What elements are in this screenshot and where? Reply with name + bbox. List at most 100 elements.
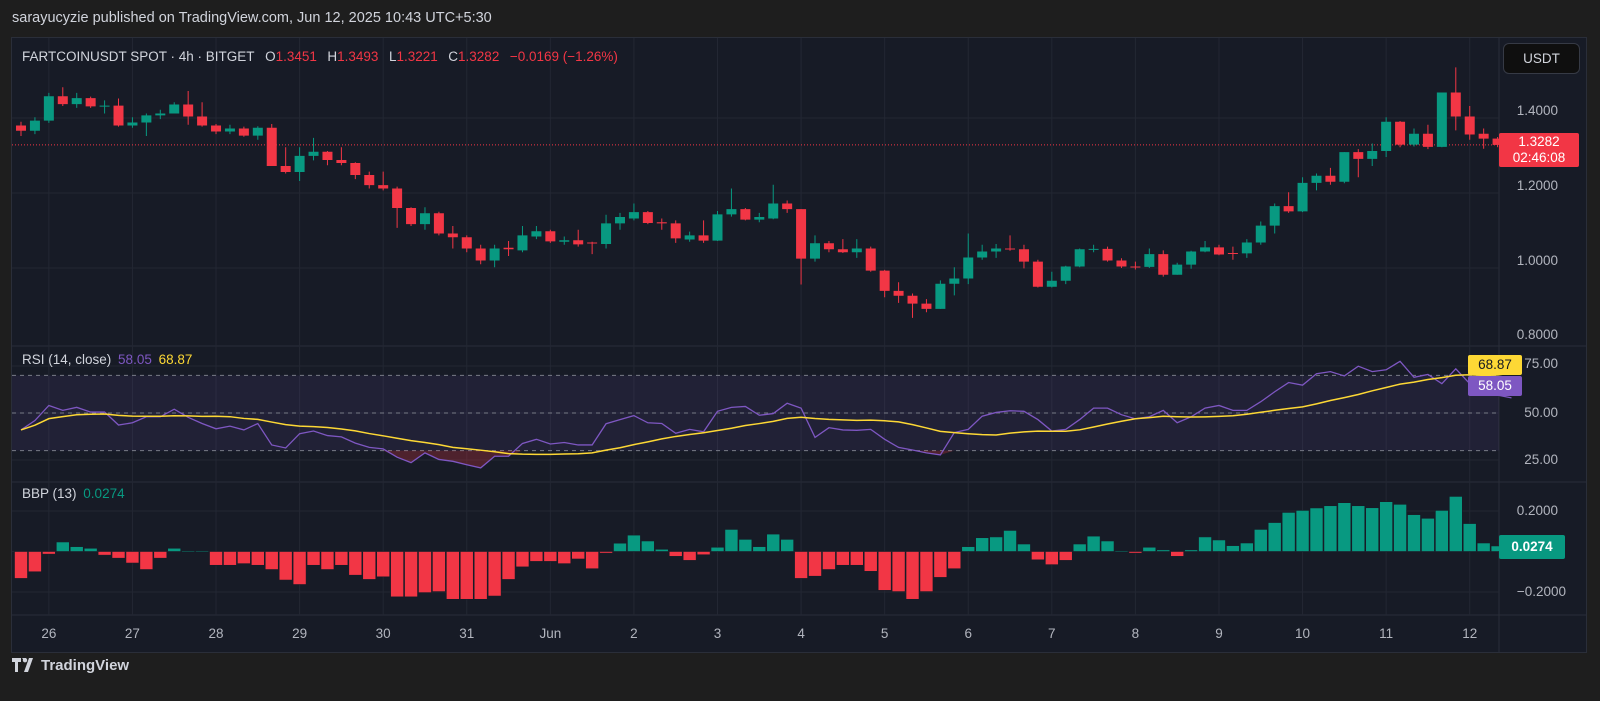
candle-body <box>211 125 222 132</box>
candle-body <box>1158 254 1169 275</box>
bbp-bar <box>891 551 906 592</box>
candle <box>1241 239 1252 258</box>
candle-body <box>1032 261 1043 287</box>
bbp-bar <box>961 546 976 552</box>
bbp-bar <box>69 546 84 552</box>
bbp-bar <box>487 551 502 597</box>
bbp-legend[interactable]: BBP (13) 0.0274 <box>22 486 128 501</box>
bbp-tick: 0.2000 <box>1516 503 1558 518</box>
bbp-bar <box>863 551 878 572</box>
date-label: 31 <box>459 626 475 641</box>
candle <box>545 229 556 243</box>
bbp-bar <box>905 551 920 600</box>
candle-body <box>684 235 695 240</box>
candle <box>1186 250 1197 269</box>
candle-body <box>1005 248 1016 250</box>
candle <box>71 92 82 108</box>
candle <box>740 208 751 221</box>
candle <box>782 200 793 213</box>
date-label: 9 <box>1215 626 1223 641</box>
bbp-bar <box>766 533 781 552</box>
candle-body <box>113 105 124 126</box>
candle <box>406 207 417 226</box>
price-tick: 0.8000 <box>1516 327 1558 340</box>
candle-body <box>1395 121 1406 145</box>
price-tick: 1.2000 <box>1516 178 1558 193</box>
bbp-bar <box>1142 546 1157 552</box>
candle <box>1450 67 1461 131</box>
date-label: 27 <box>124 626 140 641</box>
bbp-bar <box>849 551 864 566</box>
candle <box>1018 244 1029 269</box>
last-price: 1.3282 <box>1518 134 1560 149</box>
currency-button[interactable]: USDT <box>1503 43 1580 74</box>
bbp-bar <box>1421 517 1435 552</box>
candle <box>935 280 946 309</box>
candle <box>1227 246 1238 260</box>
candle-body <box>573 240 584 245</box>
bbp-bar <box>362 551 377 580</box>
bbp-bar <box>1267 522 1282 552</box>
candle <box>1005 235 1016 251</box>
bbp-bar <box>1309 507 1324 552</box>
bbp-pane <box>14 496 1505 600</box>
candle <box>698 220 709 243</box>
candle <box>350 162 361 180</box>
candle <box>670 220 681 243</box>
candle-body <box>587 242 598 244</box>
bbp-title[interactable]: BBP (13) <box>22 486 77 501</box>
bbp-bar <box>989 536 1003 552</box>
bbp-bar <box>724 529 739 552</box>
candle-body <box>183 104 194 117</box>
candle <box>294 147 305 181</box>
bbp-bar <box>1435 510 1449 552</box>
candle <box>754 212 765 223</box>
rsi-legend[interactable]: RSI (14, close) 58.05 68.87 <box>22 352 195 367</box>
candle <box>336 147 347 166</box>
candle <box>252 126 263 140</box>
symbol-legend[interactable]: FARTCOINUSDT SPOT · 4h · BITGET O1.3451 … <box>22 49 621 64</box>
candle <box>1478 128 1489 149</box>
candle-body <box>768 203 779 219</box>
candle <box>127 117 138 128</box>
candle <box>977 244 988 260</box>
candle <box>851 239 862 258</box>
candle <box>1409 128 1419 147</box>
bbp-bar <box>1240 542 1254 552</box>
bbp-bar <box>1226 545 1240 552</box>
candle <box>238 126 249 137</box>
candle <box>893 282 904 303</box>
candle <box>559 236 570 245</box>
candle-body <box>1130 266 1141 268</box>
candle-body <box>1144 254 1155 267</box>
bbp-bar <box>1351 505 1366 552</box>
candle-body <box>169 104 180 114</box>
bbp-bar <box>1337 502 1352 552</box>
candle <box>949 267 960 296</box>
bbp-bar <box>14 551 28 579</box>
bar-countdown: 02:46:08 <box>1512 150 1566 165</box>
candle-body <box>29 120 40 131</box>
candle-body <box>698 235 709 241</box>
bbp-bar <box>1184 549 1198 552</box>
candle-body <box>419 213 430 225</box>
candle <box>517 226 528 253</box>
bbp-bar <box>42 551 56 555</box>
symbol-title[interactable]: FARTCOINUSDT SPOT · 4h · BITGET <box>22 49 255 64</box>
low-value: 1.3221 <box>396 49 438 64</box>
bbp-bar <box>822 551 836 570</box>
rsi-title[interactable]: RSI (14, close) <box>22 352 112 367</box>
candle <box>1116 258 1127 268</box>
bbp-bar <box>251 551 265 566</box>
bbp-bar <box>780 539 794 552</box>
date-label: 26 <box>41 626 57 641</box>
candle <box>211 124 222 135</box>
tradingview-logo[interactable]: TradingView <box>12 654 129 676</box>
candle <box>308 137 319 161</box>
rsi-value-tag: 58.05 <box>1468 376 1522 396</box>
candle <box>573 229 584 247</box>
candle-body <box>1436 92 1447 147</box>
candle <box>99 100 110 114</box>
candle-body <box>57 96 68 105</box>
